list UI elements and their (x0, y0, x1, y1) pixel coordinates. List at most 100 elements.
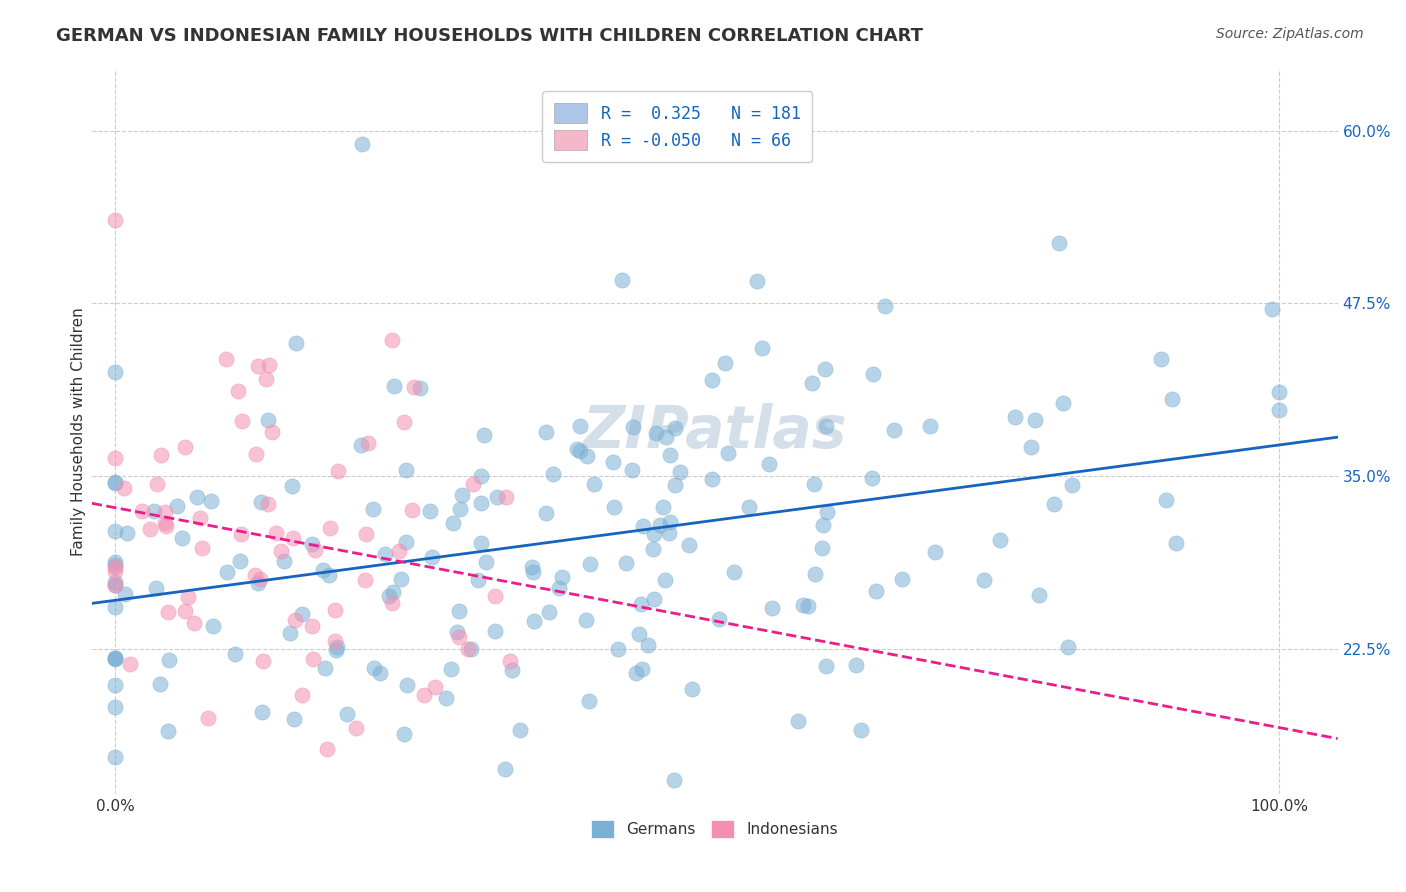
Germans (1021, 440, 1043, 454)
Germans (449, 604, 471, 618)
Indonesians (155, 518, 177, 533)
Germans (714, 356, 737, 370)
Germans (104, 558, 127, 572)
Germans (669, 465, 692, 479)
Germans (350, 136, 373, 151)
Germans (382, 584, 405, 599)
Germans (166, 499, 188, 513)
Indonesians (319, 520, 342, 534)
Indonesians (252, 654, 274, 668)
Indonesians (139, 522, 162, 536)
Germans (883, 424, 905, 438)
Indonesians (301, 652, 323, 666)
Indonesians (104, 450, 127, 465)
Germans (104, 651, 127, 665)
Germans (451, 488, 474, 502)
Germans (1260, 301, 1282, 316)
Germans (186, 491, 208, 505)
Germans (1164, 536, 1187, 550)
Germans (678, 538, 700, 552)
Germans (326, 640, 349, 655)
Indonesians (388, 544, 411, 558)
Germans (1056, 640, 1078, 654)
Indonesians (191, 541, 214, 555)
Germans (1062, 478, 1084, 492)
Germans (815, 505, 838, 519)
Germans (104, 524, 127, 538)
Germans (312, 563, 335, 577)
Germans (1268, 403, 1291, 417)
Indonesians (174, 440, 197, 454)
Indonesians (197, 711, 219, 725)
Indonesians (146, 476, 169, 491)
Indonesians (231, 414, 253, 428)
Germans (578, 694, 600, 708)
Germans (582, 476, 605, 491)
Indonesians (381, 333, 404, 347)
Indonesians (495, 491, 517, 505)
Germans (217, 566, 239, 580)
Germans (389, 572, 412, 586)
Germans (643, 592, 665, 607)
Germans (551, 570, 574, 584)
Germans (1004, 409, 1026, 424)
Germans (845, 657, 868, 672)
Indonesians (104, 212, 127, 227)
Germans (664, 421, 686, 435)
Indonesians (301, 619, 323, 633)
Germans (709, 612, 731, 626)
Germans (631, 662, 654, 676)
Germans (449, 502, 471, 516)
Germans (104, 578, 127, 592)
Indonesians (149, 448, 172, 462)
Germans (460, 641, 482, 656)
Germans (522, 559, 544, 574)
Germans (440, 662, 463, 676)
Germans (1268, 384, 1291, 399)
Germans (420, 550, 443, 565)
Germans (576, 449, 599, 463)
Indonesians (404, 380, 426, 394)
Germans (804, 566, 827, 581)
Germans (368, 666, 391, 681)
Germans (849, 723, 872, 738)
Germans (523, 614, 546, 628)
Indonesians (392, 415, 415, 429)
Indonesians (215, 352, 238, 367)
Germans (273, 554, 295, 568)
Germans (973, 573, 995, 587)
Indonesians (356, 526, 378, 541)
Germans (200, 494, 222, 508)
Germans (738, 500, 761, 515)
Germans (382, 379, 405, 393)
Indonesians (183, 616, 205, 631)
Germans (278, 626, 301, 640)
Germans (509, 723, 531, 737)
Germans (534, 506, 557, 520)
Germans (575, 614, 598, 628)
Indonesians (257, 358, 280, 372)
Germans (145, 581, 167, 595)
Germans (568, 443, 591, 458)
Germans (157, 653, 180, 667)
Germans (602, 455, 624, 469)
Indonesians (131, 504, 153, 518)
Germans (534, 425, 557, 440)
Germans (395, 535, 418, 549)
Indonesians (264, 526, 287, 541)
Germans (395, 463, 418, 477)
Germans (614, 556, 637, 570)
Germans (104, 476, 127, 491)
Germans (104, 678, 127, 692)
Germans (568, 418, 591, 433)
Germans (485, 491, 508, 505)
Germans (374, 547, 396, 561)
Germans (548, 581, 571, 595)
Germans (1052, 395, 1074, 409)
Germans (643, 527, 665, 541)
Germans (621, 420, 644, 434)
Indonesians (304, 543, 326, 558)
Germans (610, 273, 633, 287)
Germans (787, 714, 810, 728)
Germans (285, 336, 308, 351)
